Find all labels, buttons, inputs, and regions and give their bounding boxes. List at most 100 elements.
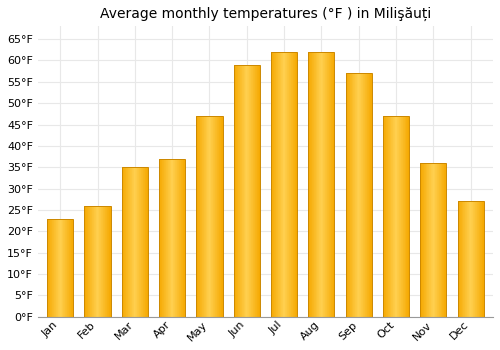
Bar (316, 52, 317, 317)
Bar (478, 202, 479, 317)
Bar (389, 116, 390, 317)
Bar (108, 206, 110, 317)
Bar (405, 116, 406, 317)
Bar (348, 73, 349, 317)
Bar (48, 218, 49, 317)
Bar (47, 218, 74, 317)
Bar (314, 52, 315, 317)
Bar (483, 202, 484, 317)
Bar (480, 202, 481, 317)
Bar (369, 73, 370, 317)
Bar (122, 167, 148, 317)
Bar (275, 52, 276, 317)
Bar (355, 73, 356, 317)
Bar (406, 116, 407, 317)
Bar (286, 52, 288, 317)
Bar (367, 73, 368, 317)
Bar (315, 52, 316, 317)
Bar (271, 52, 297, 317)
Bar (180, 159, 182, 317)
Bar (84, 206, 85, 317)
Bar (403, 116, 404, 317)
Bar (470, 202, 472, 317)
Bar (207, 116, 208, 317)
Bar (309, 52, 310, 317)
Bar (290, 52, 292, 317)
Bar (212, 116, 214, 317)
Bar (171, 159, 172, 317)
Bar (95, 206, 96, 317)
Bar (444, 163, 445, 317)
Bar (282, 52, 283, 317)
Bar (167, 159, 168, 317)
Bar (459, 202, 460, 317)
Bar (160, 159, 161, 317)
Bar (279, 52, 280, 317)
Bar (391, 116, 392, 317)
Bar (184, 159, 185, 317)
Bar (434, 163, 436, 317)
Bar (197, 116, 198, 317)
Bar (429, 163, 430, 317)
Bar (458, 202, 459, 317)
Bar (244, 65, 245, 317)
Bar (208, 116, 209, 317)
Bar (430, 163, 432, 317)
Bar (168, 159, 169, 317)
Bar (277, 52, 278, 317)
Bar (169, 159, 170, 317)
Bar (482, 202, 483, 317)
Bar (284, 52, 286, 317)
Bar (468, 202, 469, 317)
Bar (273, 52, 274, 317)
Bar (354, 73, 355, 317)
Bar (161, 159, 162, 317)
Bar (204, 116, 205, 317)
Bar (365, 73, 366, 317)
Bar (283, 52, 284, 317)
Bar (51, 218, 52, 317)
Bar (421, 163, 422, 317)
Bar (293, 52, 294, 317)
Bar (86, 206, 87, 317)
Bar (163, 159, 164, 317)
Bar (166, 159, 167, 317)
Bar (58, 218, 59, 317)
Bar (394, 116, 396, 317)
Bar (475, 202, 476, 317)
Bar (400, 116, 402, 317)
Bar (85, 206, 86, 317)
Bar (124, 167, 125, 317)
Bar (63, 218, 64, 317)
Bar (387, 116, 388, 317)
Bar (56, 218, 57, 317)
Bar (162, 159, 163, 317)
Bar (235, 65, 236, 317)
Bar (280, 52, 281, 317)
Bar (182, 159, 183, 317)
Bar (278, 52, 279, 317)
Bar (198, 116, 199, 317)
Bar (123, 167, 124, 317)
Bar (276, 52, 277, 317)
Bar (196, 116, 197, 317)
Bar (142, 167, 144, 317)
Bar (89, 206, 90, 317)
Bar (130, 167, 131, 317)
Bar (62, 218, 63, 317)
Bar (360, 73, 362, 317)
Bar (420, 163, 446, 317)
Bar (384, 116, 385, 317)
Bar (371, 73, 372, 317)
Bar (477, 202, 478, 317)
Bar (245, 65, 246, 317)
Bar (350, 73, 351, 317)
Bar (271, 52, 272, 317)
Bar (258, 65, 259, 317)
Title: Average monthly temperatures (°F ) in Milişăuți: Average monthly temperatures (°F ) in Mi… (100, 7, 431, 21)
Bar (252, 65, 254, 317)
Bar (100, 206, 101, 317)
Bar (308, 52, 309, 317)
Bar (102, 206, 104, 317)
Bar (466, 202, 468, 317)
